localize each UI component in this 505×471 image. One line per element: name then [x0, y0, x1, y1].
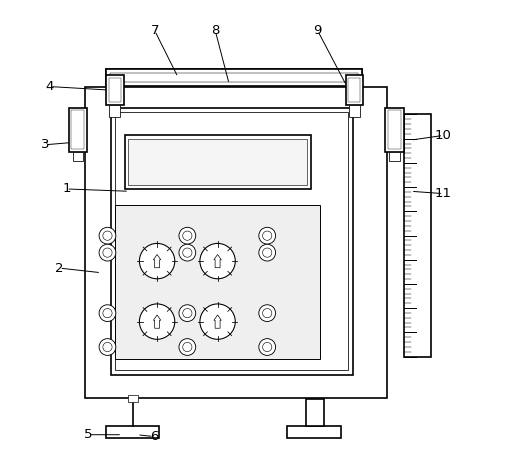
Bar: [345, 75, 363, 105]
Circle shape: [183, 231, 192, 240]
Text: 4: 4: [46, 80, 54, 93]
Circle shape: [103, 248, 112, 257]
Text: 9: 9: [314, 24, 322, 37]
Bar: [389, 152, 400, 161]
Circle shape: [179, 227, 196, 244]
Circle shape: [263, 342, 272, 352]
Bar: [128, 139, 307, 185]
Bar: [85, 87, 387, 398]
Bar: [106, 75, 124, 105]
Bar: [115, 112, 348, 371]
Bar: [388, 110, 401, 149]
Text: 10: 10: [435, 129, 452, 142]
Circle shape: [179, 305, 196, 322]
Bar: [349, 105, 360, 117]
Bar: [306, 399, 324, 426]
Text: 6: 6: [149, 430, 158, 443]
Bar: [348, 78, 361, 102]
Bar: [110, 73, 358, 82]
Circle shape: [183, 309, 192, 318]
FancyArrow shape: [154, 254, 161, 268]
Circle shape: [99, 227, 116, 244]
Text: 11: 11: [435, 187, 452, 200]
Text: 3: 3: [41, 138, 49, 151]
Bar: [125, 136, 311, 189]
Circle shape: [183, 342, 192, 352]
FancyArrow shape: [154, 315, 161, 328]
Circle shape: [183, 248, 192, 257]
Circle shape: [179, 339, 196, 356]
Circle shape: [259, 227, 276, 244]
Circle shape: [200, 244, 235, 279]
Circle shape: [103, 309, 112, 318]
Circle shape: [103, 231, 112, 240]
Circle shape: [263, 248, 272, 257]
Bar: [106, 69, 362, 86]
Bar: [404, 114, 431, 357]
Bar: [73, 152, 83, 161]
Circle shape: [200, 304, 235, 339]
Bar: [106, 69, 362, 74]
Circle shape: [263, 231, 272, 240]
Circle shape: [99, 244, 116, 261]
Bar: [385, 107, 404, 152]
Text: 1: 1: [62, 182, 71, 195]
Text: 7: 7: [150, 24, 159, 37]
Circle shape: [139, 244, 175, 279]
Text: 8: 8: [211, 24, 220, 37]
Text: 2: 2: [55, 261, 64, 275]
Circle shape: [263, 309, 272, 318]
Text: 5: 5: [84, 428, 93, 441]
Circle shape: [179, 244, 196, 261]
Bar: [71, 110, 84, 149]
Circle shape: [259, 339, 276, 356]
Circle shape: [259, 244, 276, 261]
Circle shape: [103, 342, 112, 352]
Bar: [110, 105, 120, 117]
FancyArrow shape: [214, 254, 221, 268]
Circle shape: [139, 304, 175, 339]
Bar: [109, 78, 121, 102]
Bar: [287, 426, 341, 438]
Circle shape: [259, 305, 276, 322]
Bar: [111, 107, 352, 375]
Bar: [128, 395, 137, 402]
Bar: [115, 205, 320, 359]
Bar: [106, 426, 160, 438]
Bar: [69, 107, 87, 152]
Circle shape: [99, 339, 116, 356]
Circle shape: [99, 305, 116, 322]
FancyArrow shape: [214, 315, 221, 328]
